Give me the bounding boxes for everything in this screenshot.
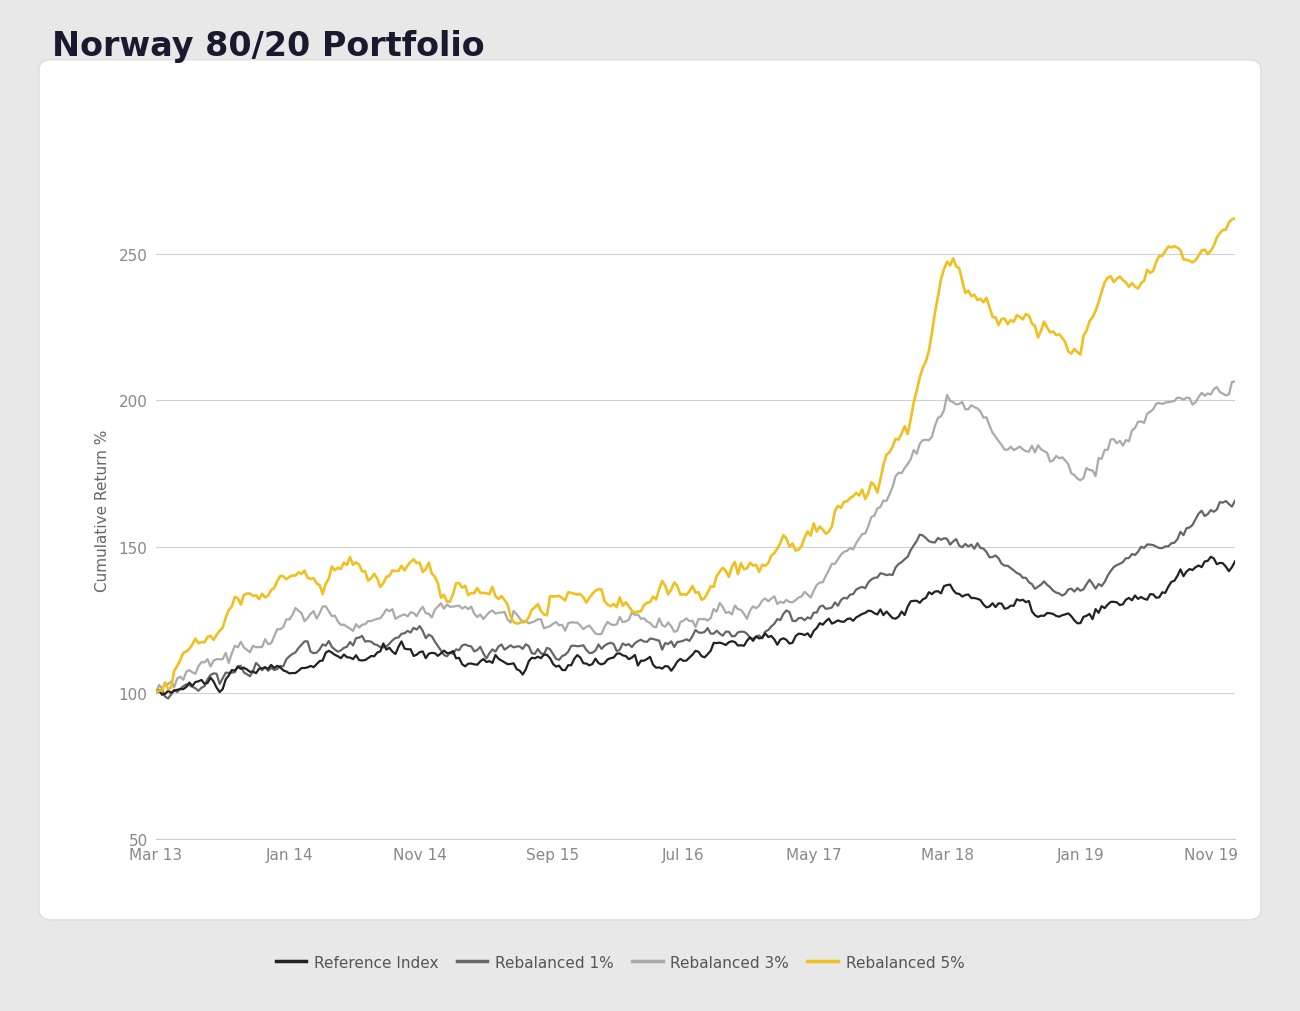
Y-axis label: Cumulative Return %: Cumulative Return % <box>95 430 110 591</box>
Text: Norway 80/20 Portfolio: Norway 80/20 Portfolio <box>52 30 485 64</box>
Legend: Reference Index, Rebalanced 1%, Rebalanced 3%, Rebalanced 5%: Reference Index, Rebalanced 1%, Rebalanc… <box>269 949 970 976</box>
